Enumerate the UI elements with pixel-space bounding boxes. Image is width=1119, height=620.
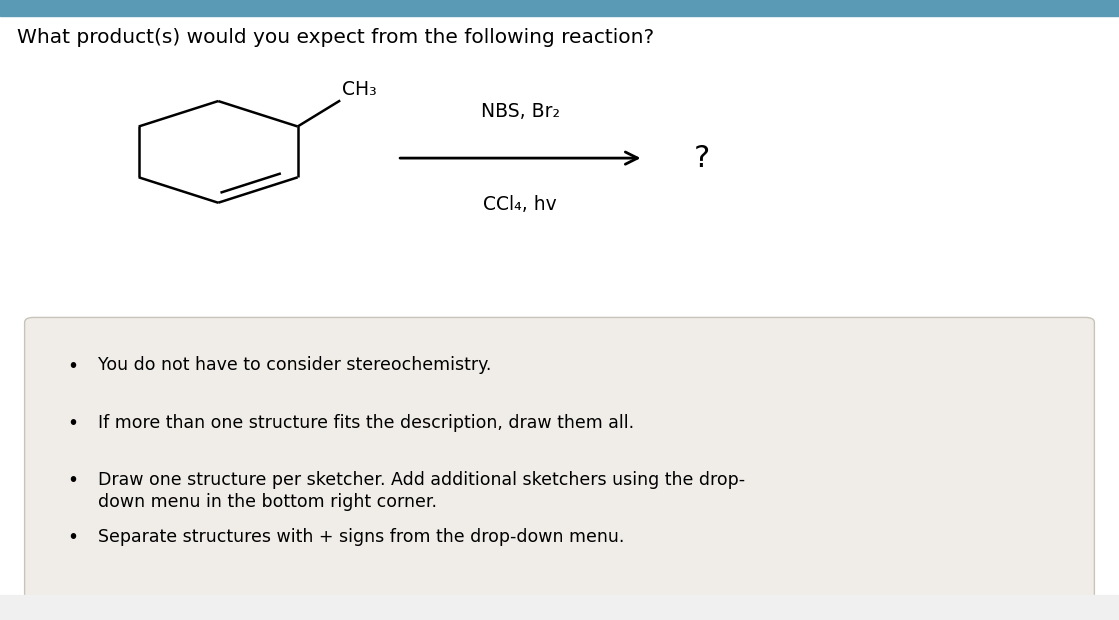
Text: •: • — [67, 414, 78, 433]
Text: •: • — [67, 356, 78, 376]
Text: Separate structures with + signs from the drop-down menu.: Separate structures with + signs from th… — [98, 528, 624, 546]
Text: ?: ? — [694, 144, 711, 172]
Text: Draw one structure per sketcher. Add additional sketchers using the drop-
down m: Draw one structure per sketcher. Add add… — [98, 471, 745, 511]
Text: You do not have to consider stereochemistry.: You do not have to consider stereochemis… — [98, 356, 492, 374]
FancyBboxPatch shape — [25, 317, 1094, 600]
Bar — [0, 0, 1119, 16]
Text: CCl₄, hv: CCl₄, hv — [483, 195, 557, 215]
Text: NBS, Br₂: NBS, Br₂ — [481, 102, 560, 121]
Bar — [0, 595, 1119, 620]
Text: If more than one structure fits the description, draw them all.: If more than one structure fits the desc… — [98, 414, 634, 432]
Text: •: • — [67, 471, 78, 490]
Text: CH₃: CH₃ — [342, 80, 377, 99]
Text: •: • — [67, 528, 78, 547]
Text: What product(s) would you expect from the following reaction?: What product(s) would you expect from th… — [17, 28, 653, 47]
